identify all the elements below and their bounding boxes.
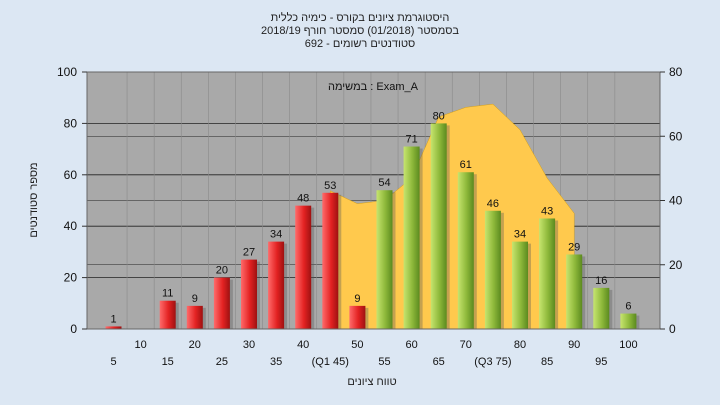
x-tick-label-5: 30	[243, 339, 255, 351]
bar-value-label-17: 29	[568, 241, 580, 253]
x-tick-label-8: (Q1 45)	[312, 356, 349, 368]
y-tick-label-2: 40	[64, 219, 78, 233]
x-tick-label-6: 35	[270, 356, 282, 368]
chart-title-line-1: היסטוגרמת ציונים בקורס - כימיה כללית	[271, 11, 450, 24]
bar-14	[484, 210, 501, 329]
bar-6	[268, 241, 285, 329]
bar-value-label-11: 71	[405, 134, 417, 146]
bar-7	[295, 205, 312, 329]
bar-8	[322, 192, 339, 329]
annotation-label: במשימה : Exam_A	[328, 81, 419, 93]
x-axis-label: טווח ציונים	[347, 376, 396, 388]
y-tick-label-1: 20	[64, 271, 78, 285]
y-axis-right: 0 20 40 60 80	[660, 65, 683, 336]
x-tick-label-13: 70	[460, 339, 472, 351]
x-tick-label-1: 10	[134, 339, 146, 351]
bar-value-label-12: 80	[433, 110, 445, 122]
bar-15	[512, 241, 528, 329]
chart-title-line-2: בסמסטר (01/2018) סמסטר חורף 2018/19	[261, 25, 459, 37]
bar-value-label-3: 9	[192, 293, 198, 305]
x-tick-label-18: 95	[595, 356, 607, 368]
y-axis-label: מספר סטודנטים	[28, 162, 40, 237]
x-tick-label-15: 80	[514, 339, 526, 351]
bar-value-label-5: 27	[243, 247, 255, 259]
chart-title-line-3: סטודנטים רשומים - 692	[305, 38, 416, 50]
bar-value-label-8: 53	[324, 180, 336, 192]
bar-value-label-7: 48	[297, 193, 309, 205]
x-tick-label-0: 5	[110, 356, 116, 368]
y2-tick-label-2: 40	[669, 194, 683, 208]
y-tick-label-3: 60	[64, 168, 78, 182]
bar-2	[159, 300, 176, 329]
x-tick-label-19: 100	[619, 339, 637, 351]
x-tick-label-2: 15	[162, 356, 174, 368]
bar-12	[430, 123, 447, 330]
x-tick-label-14: (Q3 75)	[474, 356, 511, 368]
chart-title: היסטוגרמת ציונים בקורס - כימיה כללית בסמ…	[261, 11, 459, 50]
bar-9	[349, 305, 366, 329]
y-tick-label-4: 80	[64, 116, 78, 130]
bar-value-label-18: 16	[595, 275, 607, 287]
bar-0	[105, 326, 122, 329]
bar-13	[457, 172, 474, 329]
bar-10	[376, 190, 393, 329]
x-tick-label-17: 90	[568, 339, 580, 351]
bar-value-label-15: 34	[514, 229, 526, 241]
x-axis: 5 15 25 35 (Q1 45) 55 65 (Q3 75) 85 95 10 20 30 40 50 6…	[110, 339, 637, 368]
y2-tick-label-4: 80	[669, 65, 683, 79]
x-tick-label-4: 25	[216, 356, 228, 368]
bar-4	[213, 277, 230, 329]
bar-value-label-16: 43	[541, 205, 553, 217]
y2-tick-label-3: 60	[669, 129, 683, 143]
bar-16	[539, 218, 556, 329]
x-tick-label-10: 55	[378, 356, 390, 368]
y-tick-label-5: 100	[57, 65, 77, 79]
bar-value-label-4: 20	[216, 265, 228, 277]
bar-19	[620, 313, 637, 329]
y2-tick-label-0: 0	[669, 322, 676, 336]
bar-3	[186, 305, 203, 329]
bar-11	[403, 146, 420, 329]
x-tick-label-12: 65	[433, 356, 445, 368]
bar-series	[105, 123, 640, 330]
x-tick-label-9: 50	[351, 339, 363, 351]
bar-value-label-10: 54	[378, 177, 390, 189]
bar-value-label-13: 61	[460, 159, 472, 171]
bar-value-label-0: 1	[110, 313, 116, 325]
y-axis-left: 0 20 40 60 80 100	[57, 65, 87, 336]
x-tick-label-16: 85	[541, 356, 553, 368]
bar-value-label-9: 9	[354, 293, 360, 305]
bar-18	[593, 287, 610, 329]
bar-value-label-19: 6	[625, 301, 631, 313]
bar-value-label-14: 46	[487, 198, 499, 210]
bar-value-label-2: 11	[162, 288, 173, 300]
y2-tick-label-1: 20	[669, 258, 683, 272]
bar-value-label-6: 34	[270, 229, 282, 241]
y-tick-label-0: 0	[70, 322, 77, 336]
x-tick-label-7: 40	[297, 339, 309, 351]
x-tick-label-11: 60	[405, 339, 417, 351]
bar-17	[566, 254, 583, 329]
x-tick-label-3: 20	[189, 339, 201, 351]
bar-5	[241, 259, 257, 329]
